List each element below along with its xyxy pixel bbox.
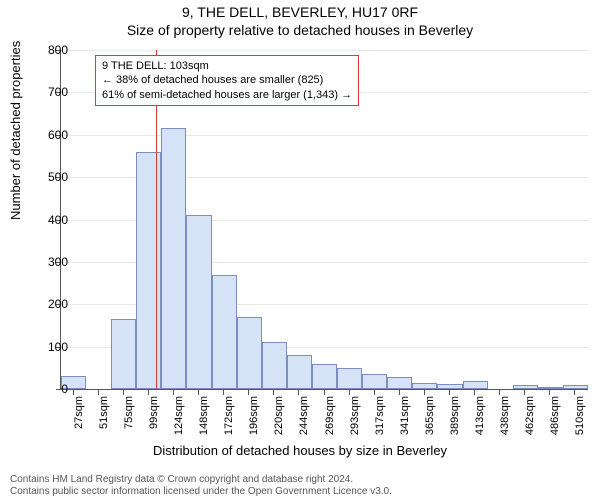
ytick-label: 300 [28,255,68,269]
footer-attribution: Contains HM Land Registry data © Crown c… [10,474,590,498]
xtick-mark [449,390,450,395]
xtick-mark [574,390,575,395]
histogram-bar [437,384,462,389]
xtick-mark [349,390,350,395]
histogram-bar [412,383,437,389]
xtick-mark [474,390,475,395]
xtick-mark [248,390,249,395]
histogram-bar [212,275,237,389]
xtick-mark [148,390,149,395]
xtick-mark [223,390,224,395]
histogram-bar [136,152,161,389]
ytick-label: 700 [28,85,68,99]
annotation-line-property: 9 THE DELL: 103sqm [102,59,352,73]
ytick-label: 800 [28,43,68,57]
xtick-mark [549,390,550,395]
ytick-label: 100 [28,340,68,354]
ytick-label: 600 [28,128,68,142]
histogram-bar [111,319,136,389]
chart-container: { "title_line1": "9, THE DELL, BEVERLEY,… [0,0,600,500]
xtick-mark [123,390,124,395]
histogram-bar [362,374,387,389]
x-axis-label: Distribution of detached houses by size … [0,443,600,458]
xtick-mark [273,390,274,395]
histogram-bar [563,385,588,389]
xtick-mark [298,390,299,395]
chart-title-subtitle: Size of property relative to detached ho… [0,22,600,38]
xtick-mark [374,390,375,395]
annotation-line-smaller: ← 38% of detached houses are smaller (82… [102,73,352,87]
histogram-bar [538,387,563,389]
xtick-mark [499,390,500,395]
histogram-bar [287,355,312,389]
histogram-bar [161,128,186,389]
xtick-mark [524,390,525,395]
histogram-bar [337,368,362,389]
histogram-bar [513,385,538,389]
histogram-bar [312,364,337,389]
histogram-bar [186,215,211,389]
xtick-mark [173,390,174,395]
ytick-label: 200 [28,297,68,311]
histogram-bar [387,377,412,389]
annotation-box: 9 THE DELL: 103sqm ← 38% of detached hou… [95,55,359,106]
xtick-mark [198,390,199,395]
annotation-line-larger: 61% of semi-detached houses are larger (… [102,88,352,102]
histogram-bar [463,381,488,389]
ytick-label: 400 [28,213,68,227]
footer-line1: Contains HM Land Registry data © Crown c… [10,474,590,486]
xtick-mark [73,390,74,395]
chart-title-address: 9, THE DELL, BEVERLEY, HU17 0RF [0,4,600,20]
footer-line2: Contains public sector information licen… [10,486,590,498]
xtick-mark [324,390,325,395]
histogram-bar [262,342,287,389]
histogram-bar [237,317,262,389]
xtick-mark [424,390,425,395]
xtick-mark [98,390,99,395]
y-axis-label: Number of detached properties [8,41,23,220]
xtick-mark [399,390,400,395]
ytick-label: 500 [28,170,68,184]
